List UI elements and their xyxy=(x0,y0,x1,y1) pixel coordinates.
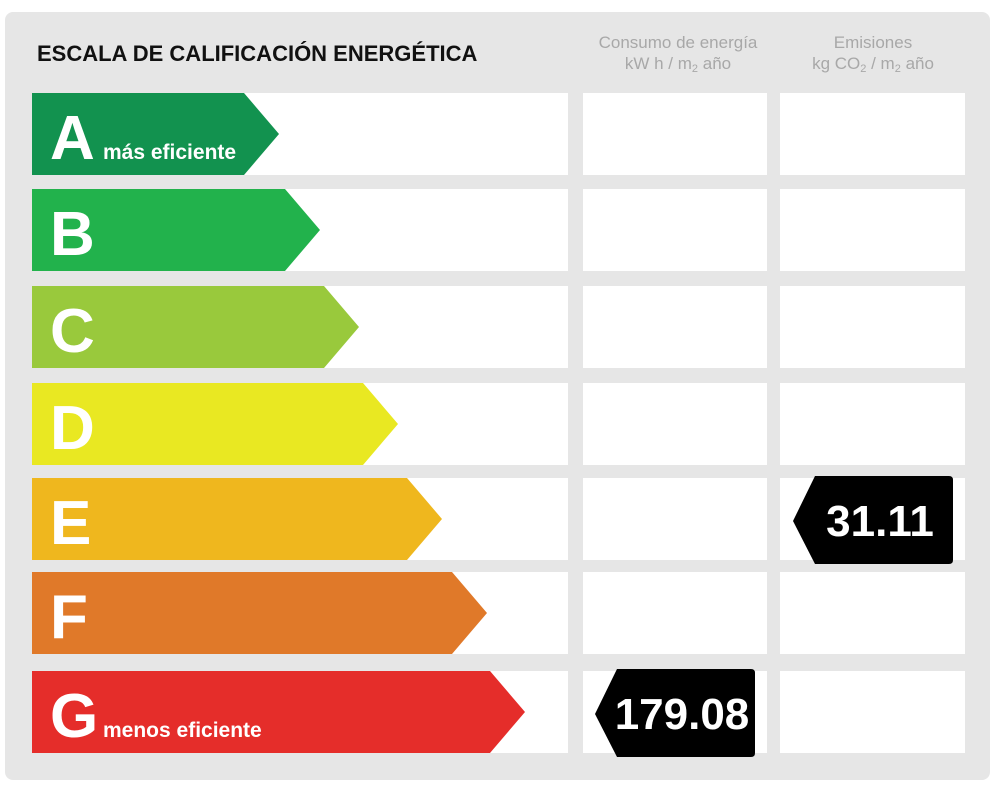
consumption-title: Consumo de energía xyxy=(599,33,758,52)
consumption-cell xyxy=(583,93,767,175)
emissions-cell xyxy=(780,671,965,753)
rating-note: más eficiente xyxy=(103,141,236,164)
consumption-cell xyxy=(583,189,767,271)
rating-letter: C xyxy=(50,297,95,366)
consumption-cell xyxy=(583,572,767,654)
rating-note: menos eficiente xyxy=(103,719,262,742)
rating-arrow xyxy=(32,671,525,753)
subscript: 2 xyxy=(860,63,866,75)
rating-letter: G xyxy=(50,682,98,751)
rating-letter: A xyxy=(50,104,95,173)
unit-text: año xyxy=(698,54,731,73)
rating-letter: B xyxy=(50,200,95,269)
rating-value: 179.08 xyxy=(615,690,750,739)
unit-text: / m xyxy=(866,54,894,73)
rating-letter: F xyxy=(50,583,88,652)
subscript: 2 xyxy=(895,63,901,75)
emissions-cell xyxy=(780,189,965,271)
rating-arrow xyxy=(32,383,398,465)
emissions-cell xyxy=(780,286,965,368)
rating-arrow xyxy=(32,93,279,175)
title: ESCALA DE CALIFICACIÓN ENERGÉTICA xyxy=(37,41,478,66)
rating-letter: D xyxy=(50,394,95,463)
subscript: 2 xyxy=(692,63,698,75)
emissions-cell xyxy=(780,572,965,654)
rating-arrow xyxy=(32,189,320,271)
consumption-unit: kW h / m2 año xyxy=(625,54,731,75)
unit-text: año xyxy=(901,54,934,73)
consumption-cell xyxy=(583,478,767,560)
emissions-cell xyxy=(780,93,965,175)
rating-value: 31.11 xyxy=(826,497,934,546)
rating-letter: E xyxy=(50,489,91,558)
unit-text: kW h / m xyxy=(625,54,692,73)
consumption-cell xyxy=(583,383,767,465)
rating-arrow xyxy=(32,478,442,560)
rating-arrow xyxy=(32,572,487,654)
rating-tag xyxy=(595,669,755,757)
emissions-unit: kg CO2 / m2 año xyxy=(812,54,934,75)
rating-arrow xyxy=(32,286,359,368)
emissions-cell xyxy=(780,383,965,465)
rating-tag xyxy=(793,476,953,564)
unit-text: kg CO xyxy=(812,54,860,73)
emissions-title: Emisiones xyxy=(834,33,912,52)
consumption-cell xyxy=(583,286,767,368)
